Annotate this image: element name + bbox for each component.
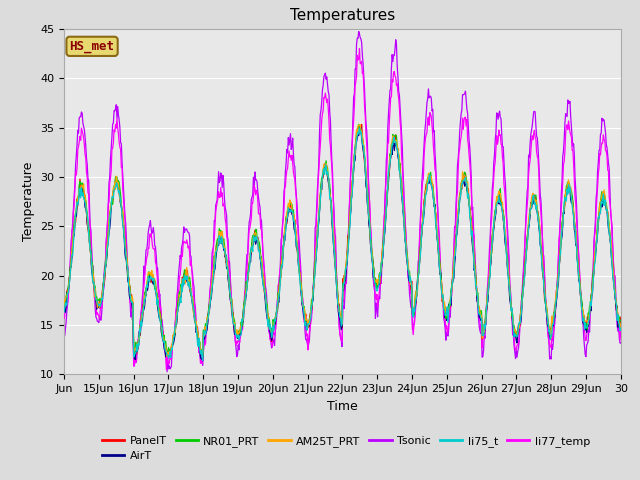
X-axis label: Time: Time xyxy=(327,400,358,413)
Text: HS_met: HS_met xyxy=(70,40,115,53)
Title: Temperatures: Temperatures xyxy=(290,9,395,24)
Legend: PanelT, AirT, NR01_PRT, AM25T_PRT, Tsonic, li75_t, li77_temp: PanelT, AirT, NR01_PRT, AM25T_PRT, Tsoni… xyxy=(97,431,595,466)
Y-axis label: Temperature: Temperature xyxy=(22,162,35,241)
